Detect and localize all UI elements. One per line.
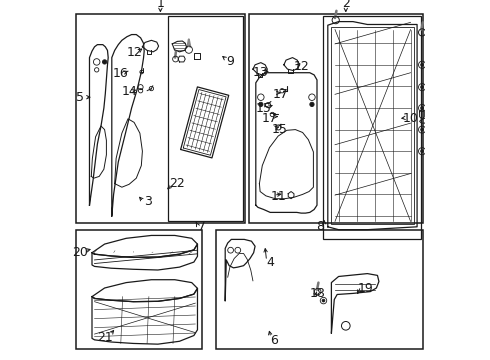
Bar <box>323 16 421 239</box>
Text: 20: 20 <box>72 246 88 258</box>
Text: 7: 7 <box>198 220 206 233</box>
Text: 10: 10 <box>403 112 418 125</box>
Text: 21: 21 <box>98 331 113 344</box>
Bar <box>168 16 243 221</box>
Text: 1: 1 <box>156 0 164 10</box>
Text: 17: 17 <box>262 112 277 125</box>
Text: 15: 15 <box>256 102 271 114</box>
Text: 9: 9 <box>227 55 235 68</box>
Bar <box>76 230 202 349</box>
Text: 13: 13 <box>253 66 269 78</box>
Text: 12: 12 <box>294 60 310 73</box>
Bar <box>76 14 245 223</box>
Text: 15: 15 <box>271 123 287 136</box>
Text: 18: 18 <box>310 287 326 300</box>
Circle shape <box>421 128 423 131</box>
Text: 16: 16 <box>113 67 129 80</box>
Text: 8: 8 <box>317 220 324 233</box>
Text: 11: 11 <box>270 190 286 203</box>
Text: 14: 14 <box>121 85 137 98</box>
Text: 5: 5 <box>76 91 84 104</box>
Text: 17: 17 <box>273 88 289 101</box>
Text: 22: 22 <box>169 177 184 190</box>
Circle shape <box>259 102 263 107</box>
Circle shape <box>310 102 314 107</box>
Bar <box>248 14 423 223</box>
Circle shape <box>102 60 107 64</box>
Text: 3: 3 <box>144 195 152 208</box>
Circle shape <box>421 150 423 153</box>
Circle shape <box>421 107 423 109</box>
Circle shape <box>421 86 423 89</box>
Text: 2: 2 <box>342 0 350 10</box>
Circle shape <box>322 299 325 302</box>
Bar <box>216 230 423 349</box>
Text: 6: 6 <box>270 334 278 347</box>
Text: 4: 4 <box>266 256 274 269</box>
Text: 12: 12 <box>126 46 142 59</box>
Bar <box>331 27 414 224</box>
Circle shape <box>421 63 423 66</box>
Text: 19: 19 <box>358 282 373 294</box>
